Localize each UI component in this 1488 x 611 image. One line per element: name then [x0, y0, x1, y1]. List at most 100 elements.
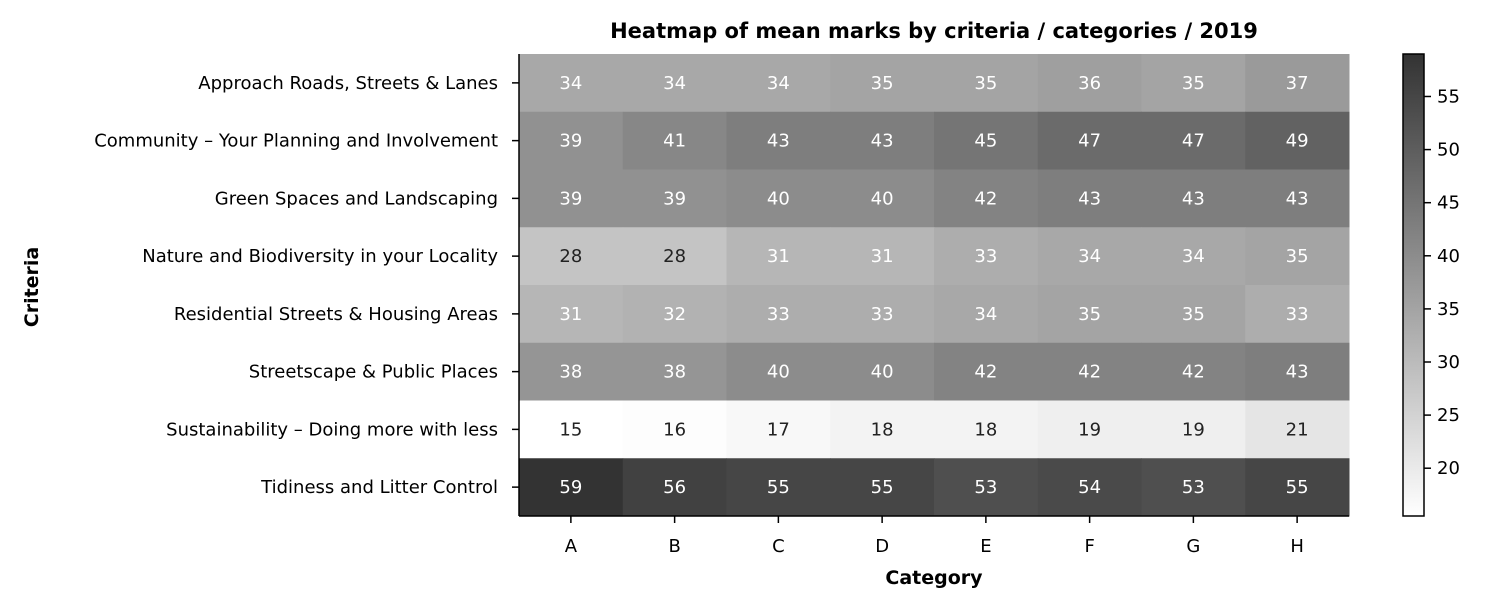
y-tick-label: Nature and Biodiversity in your Locality: [142, 246, 498, 267]
heatmap-cell-value: 54: [1078, 477, 1101, 498]
heatmap-cell-value: 39: [663, 188, 686, 209]
heatmap-cell-value: 40: [767, 362, 790, 383]
heatmap-cell: [622, 169, 727, 228]
heatmap-cell-value: 35: [871, 73, 894, 94]
heatmap-cell: [830, 285, 935, 344]
heatmap-cells: [519, 54, 1350, 517]
heatmap-cell-value: 35: [1182, 304, 1205, 325]
x-tick-label: G: [1186, 536, 1200, 557]
heatmap-cell: [1245, 400, 1350, 459]
heatmap-cell-value: 33: [871, 304, 894, 325]
heatmap-cell: [1245, 54, 1350, 113]
heatmap-cell-value: 43: [767, 131, 790, 152]
heatmap-cell: [726, 169, 831, 228]
heatmap-cell-value: 35: [1182, 73, 1205, 94]
y-axis-label: Criteria: [21, 247, 43, 328]
heatmap-cell: [1141, 458, 1246, 517]
heatmap-cell-value: 33: [974, 246, 997, 267]
heatmap-cell-value: 17: [767, 419, 790, 440]
colorbar-tick-label: 35: [1437, 299, 1460, 320]
heatmap-cell: [622, 54, 727, 113]
colorbar-tick-label: 50: [1437, 140, 1460, 161]
heatmap-cell: [622, 458, 727, 517]
heatmap-cell: [1245, 458, 1350, 517]
heatmap-cell-value: 39: [559, 188, 582, 209]
heatmap-cell-value: 56: [663, 477, 686, 498]
heatmap-cell: [1037, 458, 1142, 517]
heatmap-cell-value: 47: [1182, 131, 1205, 152]
heatmap-cell: [726, 342, 831, 401]
heatmap-cell-value: 59: [559, 477, 582, 498]
heatmap-cell-value: 18: [974, 419, 997, 440]
y-tick-label: Residential Streets & Housing Areas: [174, 304, 498, 325]
colorbar-tick-label: 30: [1437, 352, 1460, 373]
heatmap-cell-value: 35: [1286, 246, 1309, 267]
colorbar: [1402, 53, 1425, 517]
heatmap-cell: [519, 400, 624, 459]
heatmap-cell: [830, 169, 935, 228]
heatmap-cell-value: 43: [1286, 188, 1309, 209]
colorbar-tick-label: 20: [1437, 458, 1460, 479]
y-tick-label: Sustainability – Doing more with less: [166, 419, 498, 440]
heatmap-cell: [726, 458, 831, 517]
heatmap-cell-value: 42: [974, 362, 997, 383]
heatmap-cell: [726, 54, 831, 113]
heatmap-cell-value: 40: [871, 362, 894, 383]
heatmap-cell-value: 53: [974, 477, 997, 498]
heatmap-cell-value: 49: [1286, 131, 1309, 152]
heatmap-cell: [519, 285, 624, 344]
heatmap-cell-value: 40: [767, 188, 790, 209]
heatmap-cell: [726, 227, 831, 286]
heatmap-cell-value: 34: [1078, 246, 1101, 267]
heatmap-cell-value: 42: [1182, 362, 1205, 383]
heatmap-cell-value: 55: [1286, 477, 1309, 498]
heatmap-cell-value: 35: [1078, 304, 1101, 325]
heatmap-cell: [622, 227, 727, 286]
heatmap-cell: [1037, 342, 1142, 401]
heatmap-cell-value: 21: [1286, 419, 1309, 440]
heatmap-cell: [830, 458, 935, 517]
heatmap-cell-value: 16: [663, 419, 686, 440]
x-tick-label: A: [565, 536, 578, 557]
heatmap-cell: [1037, 54, 1142, 113]
heatmap-cell-value: 45: [974, 131, 997, 152]
heatmap-cell-value: 35: [974, 73, 997, 94]
heatmap-cell: [934, 285, 1039, 344]
heatmap-cell-value: 39: [559, 131, 582, 152]
heatmap-cell-value: 41: [663, 131, 686, 152]
heatmap-cell-value: 31: [559, 304, 582, 325]
heatmap-cell: [1141, 227, 1246, 286]
heatmap-cell: [934, 227, 1039, 286]
heatmap-cell-value: 43: [1078, 188, 1101, 209]
heatmap-cell-value: 31: [871, 246, 894, 267]
y-tick-label: Community – Your Planning and Involvemen…: [94, 131, 498, 152]
heatmap-axes: [518, 54, 1349, 517]
colorbar-tick-label: 40: [1437, 246, 1460, 267]
heatmap-cell: [726, 285, 831, 344]
heatmap-cell: [1141, 342, 1246, 401]
heatmap-cell-value: 34: [767, 73, 790, 94]
heatmap-cell: [519, 54, 624, 113]
x-tick-label: C: [772, 536, 785, 557]
heatmap-cell-value: 42: [974, 188, 997, 209]
x-tick-label: E: [980, 536, 991, 557]
heatmap-cell: [934, 400, 1039, 459]
heatmap-cell: [519, 458, 624, 517]
heatmap-cell: [1141, 54, 1246, 113]
heatmap-cell-value: 38: [663, 362, 686, 383]
heatmap-cell-value: 43: [1182, 188, 1205, 209]
y-tick-label: Approach Roads, Streets & Lanes: [198, 73, 498, 94]
y-axis-ticks: Approach Roads, Streets & Lanes Community…: [94, 73, 519, 498]
heatmap-cell: [726, 111, 831, 170]
heatmap-cell: [1141, 285, 1246, 344]
heatmap-cell: [622, 285, 727, 344]
heatmap-cell: [1037, 111, 1142, 170]
heatmap-cell-value: 28: [559, 246, 582, 267]
heatmap-cell: [519, 342, 624, 401]
x-axis-ticks: A B C D E F G H: [565, 516, 1304, 557]
heatmap-cell-value: 34: [1182, 246, 1205, 267]
heatmap-cell-value: 34: [559, 73, 582, 94]
heatmap-cell: [1245, 227, 1350, 286]
x-tick-label: B: [668, 536, 680, 557]
y-tick-label: Tidiness and Litter Control: [260, 477, 498, 498]
